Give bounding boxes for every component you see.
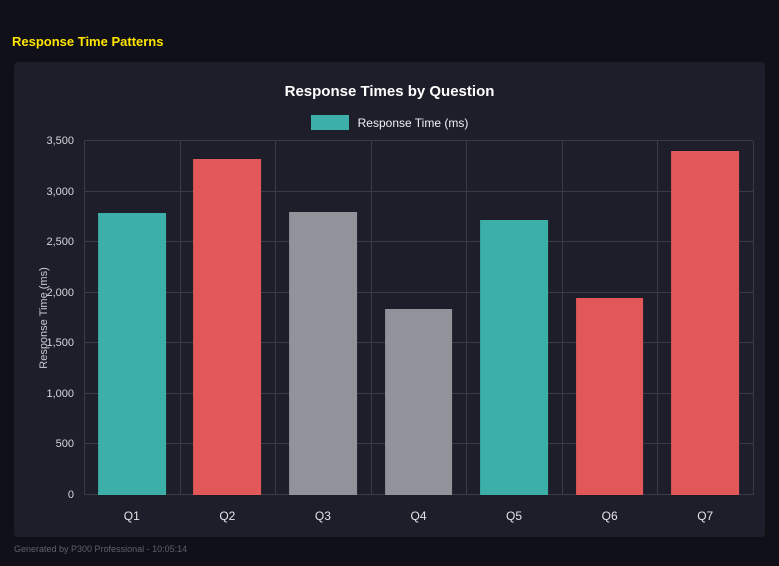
bar-q7[interactable]	[671, 151, 740, 495]
gridline-vertical	[84, 141, 85, 495]
plot-area: 0 500 1,000 1,500 2,000 2,500 3,000 3,500 Q1 Q2 Q3…	[46, 135, 754, 523]
bar-q5[interactable]	[480, 219, 548, 495]
footer-text: Generated by P300 Professional - 10:05:1…	[14, 544, 188, 554]
chart-title: Response Times by Question	[284, 83, 495, 100]
y-tick-label: 0	[67, 489, 74, 501]
x-tick-label-q2: Q2	[219, 509, 236, 523]
x-tick-label-q5: Q5	[506, 509, 523, 523]
y-tick-label: 3,500	[46, 135, 74, 147]
gridline-horizontal	[84, 291, 753, 293]
gridline-vertical	[753, 141, 754, 495]
y-tick-label: 1,500	[46, 337, 74, 350]
x-tick-label-q4: Q4	[410, 509, 427, 523]
x-tick-label-q6: Q6	[601, 509, 618, 523]
gridline-vertical	[179, 141, 181, 495]
x-tick-label-q3: Q3	[314, 509, 331, 523]
gridline-vertical	[370, 141, 372, 495]
gridline-vertical	[275, 141, 277, 495]
x-tick-label-q7: Q7	[697, 509, 714, 523]
legend-item[interactable]: Response Time (ms)	[14, 115, 765, 130]
y-tick-label: 500	[55, 438, 74, 451]
bar-q3[interactable]	[289, 211, 357, 495]
bar-q6[interactable]	[575, 297, 644, 495]
bar-q4[interactable]	[384, 308, 453, 495]
gridline-vertical	[466, 141, 468, 495]
gridline-vertical	[657, 141, 659, 495]
legend-swatch	[310, 115, 349, 130]
y-tick-label: 2,000	[46, 286, 74, 299]
x-tick-label-q1: Q1	[123, 509, 140, 523]
bar-q2[interactable]	[193, 159, 262, 495]
y-axis-title: Response Time (ms)	[38, 267, 50, 369]
chart-panel: Response Times by Question Response Time…	[14, 62, 765, 537]
gridline-horizontal	[84, 190, 753, 192]
y-tick-label: 1,000	[46, 387, 74, 400]
page-title: Response Time Patterns	[12, 34, 164, 49]
y-tick-label: 3,000	[46, 185, 74, 198]
legend-label: Response Time (ms)	[357, 115, 469, 130]
bar-q1[interactable]	[97, 212, 166, 495]
gridline-horizontal	[84, 140, 753, 141]
gridline-horizontal	[84, 241, 753, 243]
y-tick-label: 2,500	[46, 236, 74, 249]
gridline-vertical	[561, 141, 563, 495]
